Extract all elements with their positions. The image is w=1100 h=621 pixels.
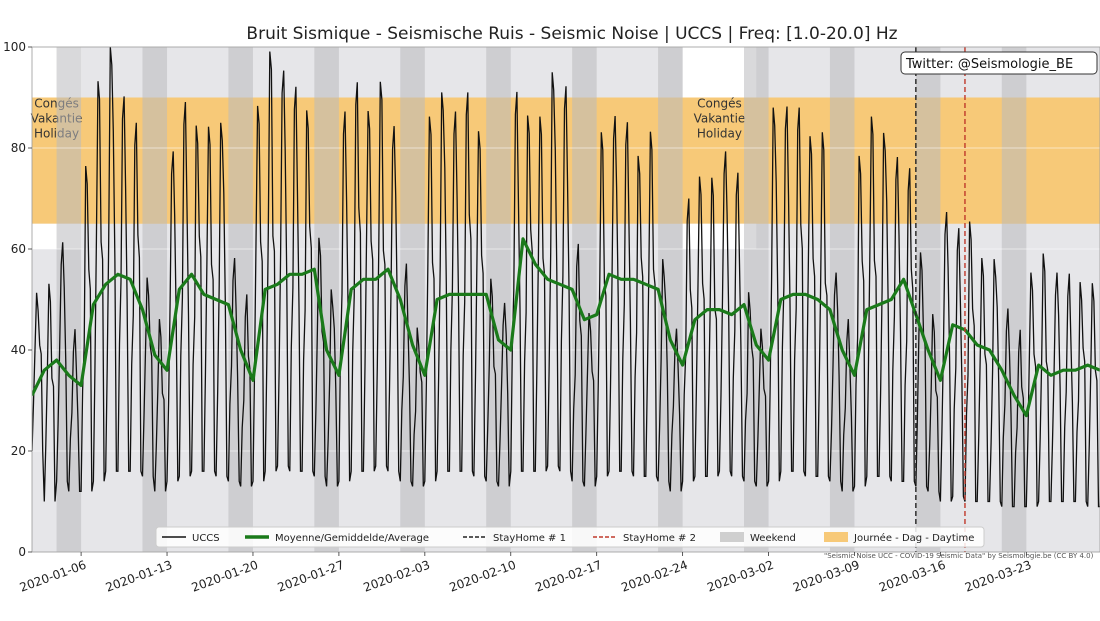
- holiday-lower-band: [682, 223, 757, 249]
- legend-swatch: [720, 532, 744, 542]
- twitter-handle-box: Twitter: @Seismologie_BE: [900, 51, 1098, 75]
- twitter-handle: Twitter: @Seismologie_BE: [905, 57, 1073, 72]
- y-tick-label: 80: [11, 141, 26, 155]
- legend-label: StayHome # 1: [493, 533, 566, 544]
- credit-note: "Seismic Noise UCC - COVID-19 Seismic Da…: [824, 552, 1094, 560]
- y-tick-label: 0: [18, 545, 26, 559]
- legend-label: Moyenne/Gemiddelde/Average: [275, 533, 429, 544]
- holiday-label-line: Holiday: [697, 127, 742, 141]
- legend-frame: [155, 526, 985, 548]
- holiday-label-line: Vakantie: [694, 112, 746, 126]
- average-line: [32, 237, 1100, 418]
- plot-frame: [31, 46, 1100, 553]
- legend-label: Journée - Dag - Daytime: [853, 532, 974, 544]
- holiday-label: Congés Vakantie Holiday: [694, 97, 746, 141]
- y-tick-label: 100: [3, 40, 26, 54]
- legend-swatch: [824, 532, 848, 542]
- legend: UCCS Moyenne/Gemiddelde/Average StayHome #…: [155, 526, 985, 548]
- twitter-box-frame: [900, 51, 1098, 75]
- legend-label: StayHome # 2: [623, 533, 696, 544]
- y-tick-label: 60: [11, 242, 26, 256]
- legend-label: Weekend: [750, 533, 796, 544]
- legend-label: UCCS: [192, 533, 220, 544]
- uccs-noise-line: [32, 47, 1100, 508]
- y-tick-label: 40: [11, 343, 26, 357]
- holiday-label-line: Congés: [697, 97, 742, 111]
- y-tick-label: 20: [11, 444, 26, 458]
- weekend-band: [1001, 47, 1027, 552]
- chart-title: Bruit Sismique - Seismische Ruis - Seism…: [246, 24, 897, 44]
- holiday-upper-band: [682, 47, 757, 98]
